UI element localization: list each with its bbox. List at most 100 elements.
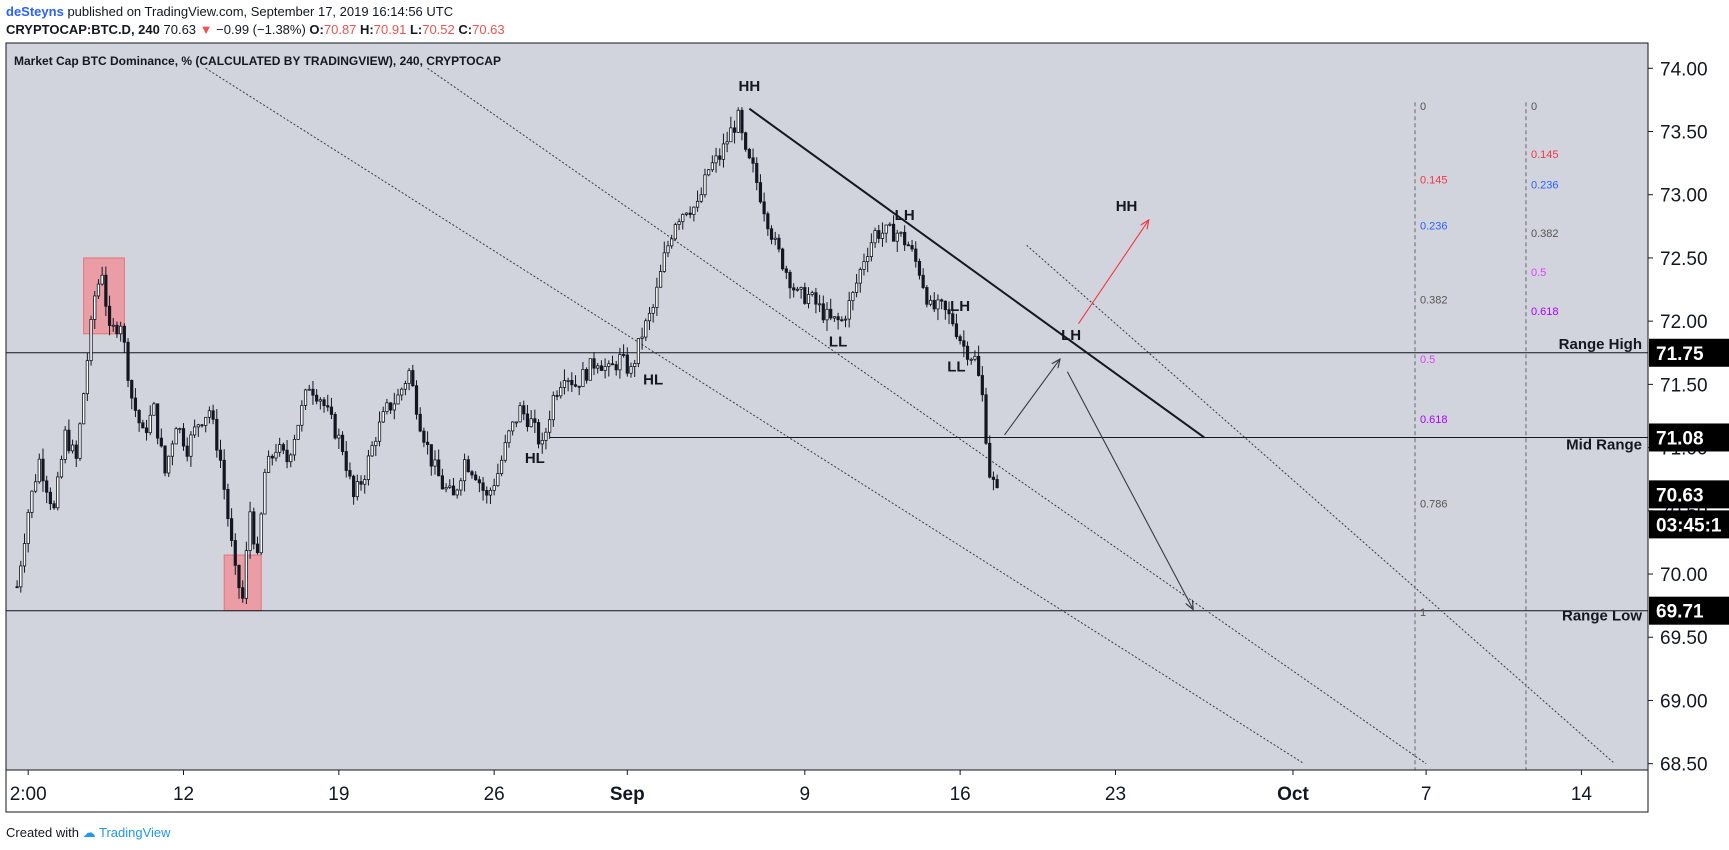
candle-body [218,449,223,461]
candle-body [100,274,104,285]
candle-body [647,312,652,322]
candle-body [962,340,966,347]
candle-body [263,471,267,515]
candle-body [315,394,319,402]
candle-body [215,418,219,451]
candle-body [858,269,862,284]
price-badge [1649,510,1729,539]
candle-body [677,221,681,225]
down-arrow-icon: ▼ [199,22,213,37]
candle-body [910,245,914,250]
candle-body [111,324,115,327]
candle-body [951,313,955,325]
candle-body [877,230,881,239]
candle-body [167,455,171,474]
close-label: C: [458,22,473,37]
candle-body [207,410,212,418]
candle-body [270,455,274,459]
candle-body [888,223,892,226]
close-value: 70.63 [472,22,505,37]
channel-line [205,67,1305,765]
candle-body [82,393,86,425]
candle-body [747,148,751,159]
y-tick-label: 70.00 [1660,565,1708,586]
candle-body [285,449,289,463]
candle-body [252,511,256,545]
candle-body [869,242,873,258]
candle-body [459,480,463,491]
last-price: 70.63 [163,22,197,37]
y-tick-label: 69.00 [1660,691,1708,712]
candle-body [954,323,959,338]
candle-body [625,354,629,374]
channel-line [427,67,1427,765]
y-tick-label: 72.00 [1660,312,1708,333]
candle-body [429,444,433,467]
candle-body [56,476,60,509]
candle-body [718,155,722,160]
price-badge [1649,338,1729,367]
x-tick-label: 2:00 [10,784,47,805]
candle-body [418,413,422,432]
candle-body [562,380,567,388]
tradingview-link[interactable]: TradingView [99,825,171,840]
structure-label: LL [947,359,965,376]
structure-label: LH [950,298,970,315]
candle-body [93,295,97,320]
candle-body [670,238,674,247]
candle-body [119,325,123,335]
candle-body [781,248,785,270]
publish-info: deSteyns published on TradingView.com, S… [6,4,453,19]
candle-body [973,355,977,360]
candle-body [633,363,637,367]
candle-body [403,383,408,390]
candle-body [455,489,459,496]
y-tick-label: 73.50 [1660,123,1708,144]
candle-body [732,127,737,133]
candle-body [854,282,859,293]
candle-body [407,370,411,384]
footer-credit: Created with ☁ TradingView [6,825,171,841]
candle-body [599,365,604,371]
price-badge [1649,596,1729,625]
candle-body [788,271,792,289]
candle-body [30,490,34,513]
candle-body [370,445,374,457]
candle-body [529,418,533,428]
candle-body [363,479,367,485]
x-tick-label: 9 [800,784,811,805]
price-badge-label: 71.75 [1656,344,1704,365]
candle-body [126,341,130,381]
candle-body [932,299,936,310]
candle-body [85,360,89,395]
candle-body [266,455,271,473]
candle-body [422,430,426,443]
candle-body [943,300,947,311]
x-tick-label: 23 [1105,784,1126,805]
candle-body [189,434,193,457]
candle-body [673,224,677,240]
candle-body [851,292,855,302]
y-tick-label: 72.50 [1660,249,1708,270]
candle-body [862,261,866,270]
candle-body [518,405,522,423]
candle-body [947,309,951,315]
candle-body [63,429,67,460]
candle-body [374,440,378,447]
candle-body [714,155,718,164]
author-name[interactable]: deSteyns [6,4,64,19]
candle-body [666,245,670,254]
structure-label: HL [525,450,545,467]
candle-body [991,476,996,480]
x-tick-label: 14 [1571,784,1593,805]
price-badge-label: 70.63 [1656,485,1704,506]
low-value: 70.52 [422,22,455,37]
candle-body [22,543,27,567]
candle-body [980,375,984,396]
candle-body [222,459,226,490]
candle-body [337,434,341,439]
candle-body [895,232,899,242]
candle-body [559,387,563,397]
publish-text: published on TradingView.com, September … [67,4,454,19]
